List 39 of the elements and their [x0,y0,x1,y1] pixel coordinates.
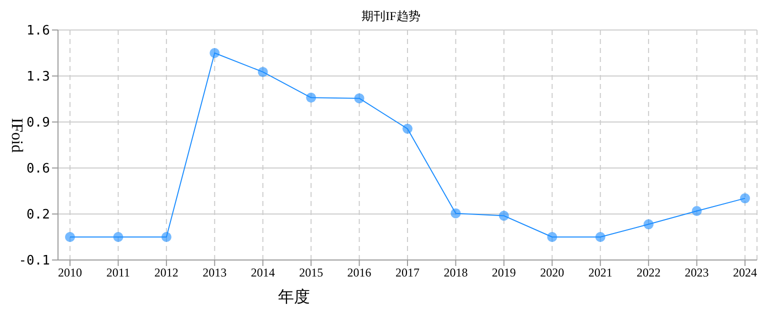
x-tick-label: 2015 [299,266,324,280]
point [644,219,654,230]
x-tick-label: 2010 [58,266,82,280]
x-tick-label: 2022 [636,266,661,280]
y-tick-label: 0.6 [26,162,50,177]
point [65,232,75,242]
x-tick-label: 2019 [492,266,516,280]
point [258,66,268,77]
point [595,232,606,242]
point [692,206,702,216]
y-tick-label: -0.1 [18,254,50,269]
point [498,210,509,221]
point [450,208,461,218]
y-tick-label: 0.9 [26,116,50,131]
x-tick-label: 2018 [444,266,468,280]
point [161,232,172,242]
y-axis-title: IFoid [7,118,26,153]
point [306,92,316,103]
x-tick-label: 2011 [106,266,130,280]
point [740,193,750,204]
x-tick-label: 2014 [250,266,275,280]
x-tick-label: 2017 [396,266,420,280]
x-tick-label: 2016 [347,266,372,280]
point [402,124,412,134]
chart-title: 期刊IF趋势 [360,8,422,25]
point [354,93,364,104]
x-tick-label: 2021 [588,266,612,280]
point [210,48,220,58]
x-tick-label: 2020 [540,266,564,280]
x-tick-label: 2024 [733,266,757,280]
y-tick-label: 1.6 [26,24,50,39]
x-tick-label: 2012 [154,266,178,280]
y-tick-label: 0.2 [26,208,50,223]
x-axis-title: 年度 [278,288,310,308]
x-tick-label: 2013 [202,266,227,280]
x-tick-label: 2023 [684,266,709,280]
point [113,232,124,242]
y-tick-label: 1.3 [26,70,50,85]
point [547,232,558,242]
